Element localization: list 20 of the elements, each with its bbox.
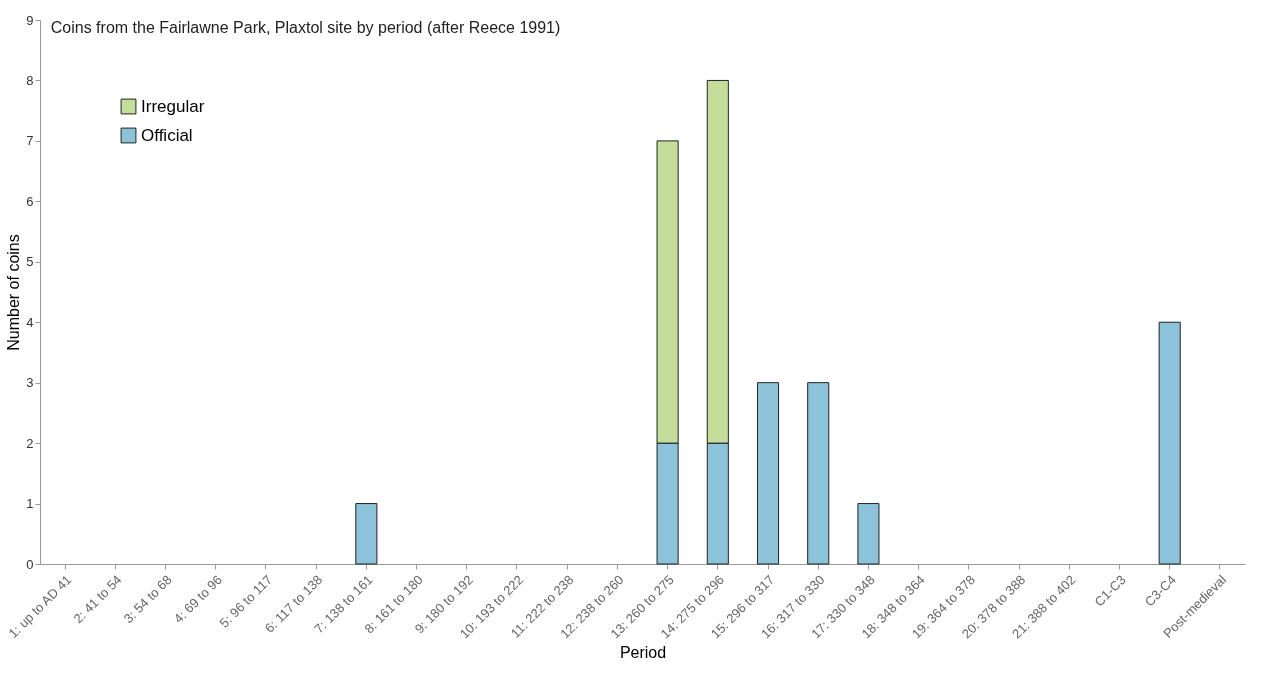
bar xyxy=(756,382,780,565)
bar xyxy=(1158,321,1181,565)
y-tick-label: 0 xyxy=(26,556,34,572)
y-axis-title: Number of coins xyxy=(5,234,23,351)
bar xyxy=(807,382,830,565)
legend-label: Irregular xyxy=(141,96,205,116)
y-tick-label: 9 xyxy=(26,12,34,28)
y-tick-label: 8 xyxy=(26,72,34,88)
y-tick-label: 7 xyxy=(26,133,34,149)
y-tick-label: 4 xyxy=(26,314,34,330)
legend-label: Official xyxy=(141,125,193,145)
bar xyxy=(355,503,378,565)
y-tick-label: 6 xyxy=(26,193,34,209)
y-tick-label: 5 xyxy=(26,254,34,270)
chart-title: Coins from the Fairlawne Park, Plaxtol site by period (after Reece 1991) xyxy=(50,19,561,36)
y-tick-label: 1 xyxy=(26,496,34,512)
x-axis-title: Period xyxy=(619,644,667,662)
y-tick-label: 3 xyxy=(26,375,34,391)
y-tick-label: 2 xyxy=(26,435,34,451)
bar xyxy=(857,503,880,565)
